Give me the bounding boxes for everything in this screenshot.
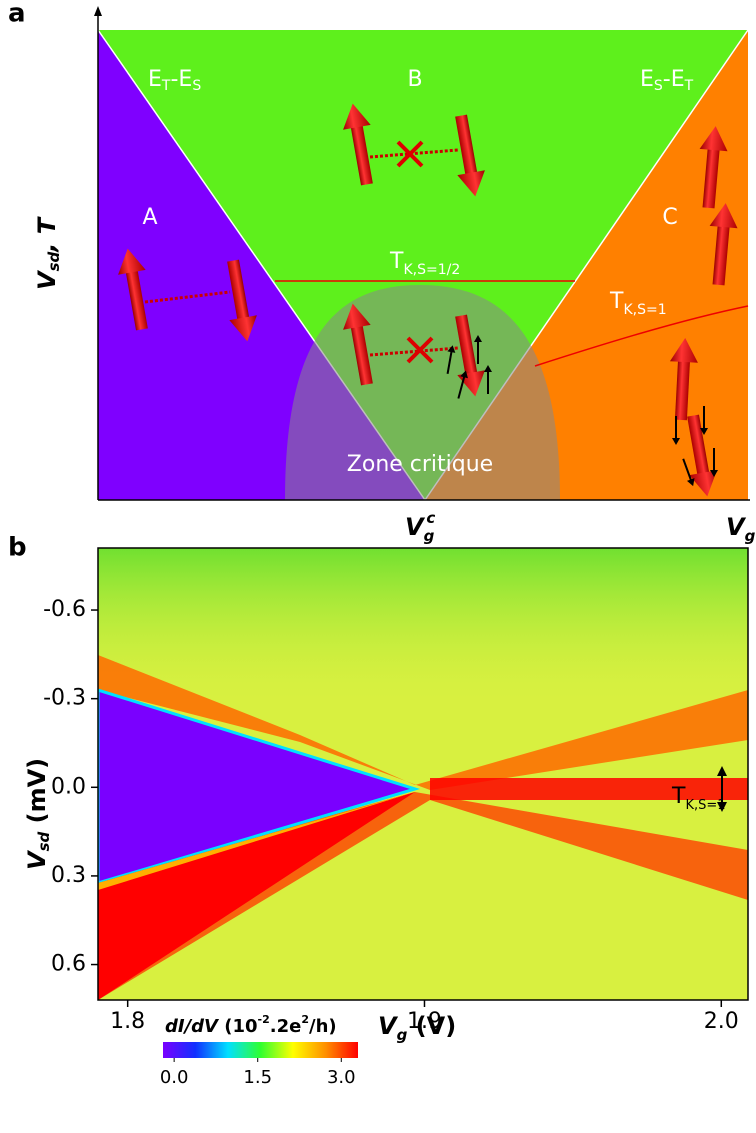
x-tick-label: 2.0	[704, 1009, 739, 1034]
panel-b: b TK,S=1 Vsd (mV) Vg (V) dI/dV (10-2.2e2…	[8, 533, 749, 1058]
region-label: C	[662, 205, 677, 230]
annotation-arrow	[717, 766, 727, 812]
spin-pair	[338, 101, 490, 199]
spin-pair	[338, 301, 493, 401]
y-axis-label: Vsd, T	[33, 216, 63, 290]
axis-arrow	[94, 6, 102, 16]
x-tick-label: 1.8	[110, 1009, 145, 1034]
region-edge-label: ET-ES	[148, 67, 201, 94]
region-edge-label: ES-ET	[640, 67, 694, 94]
x-tick-label: 1.9	[407, 1009, 442, 1034]
colorbar-title: dI/dV (10-2.2e2/h)	[165, 1013, 337, 1037]
region-label: B	[407, 67, 422, 92]
y-tick-label: -0.6	[43, 597, 86, 622]
heatmap	[98, 548, 748, 1000]
colorbar-tick-label: 1.5	[243, 1067, 272, 1088]
y-tick-label: 0.6	[51, 952, 86, 977]
plot-frame	[97, 547, 749, 1001]
x-axis-label: Vg (V)	[378, 1012, 456, 1044]
kondo-label: TK,S=1/2	[389, 249, 460, 278]
kondo-label: TK,S=1	[609, 289, 667, 318]
region-label: A	[142, 205, 157, 230]
panel-label: a	[8, 0, 26, 29]
y-tick-label: 0.0	[51, 774, 86, 799]
colorbar-tick-label: 3.0	[327, 1067, 356, 1088]
x-axis-label: Vg	[726, 513, 756, 545]
colorbar-tick-label: 0.0	[160, 1067, 189, 1088]
y-tick-label: 0.3	[51, 863, 86, 888]
region-b-bg	[98, 30, 748, 500]
zone-label: Zone critique	[347, 452, 493, 477]
panel-label: b	[8, 533, 27, 563]
x-axis-label: Vgc	[405, 509, 435, 545]
panel-a: a ET-ES B ES-ET A C TK,S=1/2 TK,S=1 Zone…	[8, 0, 756, 545]
spin-pair	[113, 246, 262, 344]
annotation: TK,S=1	[671, 784, 726, 813]
y-axis-label: Vsd (mV)	[23, 758, 53, 870]
kondo-line	[534, 305, 749, 367]
colorbar	[163, 1042, 358, 1058]
y-tick-label: -0.3	[43, 686, 86, 711]
